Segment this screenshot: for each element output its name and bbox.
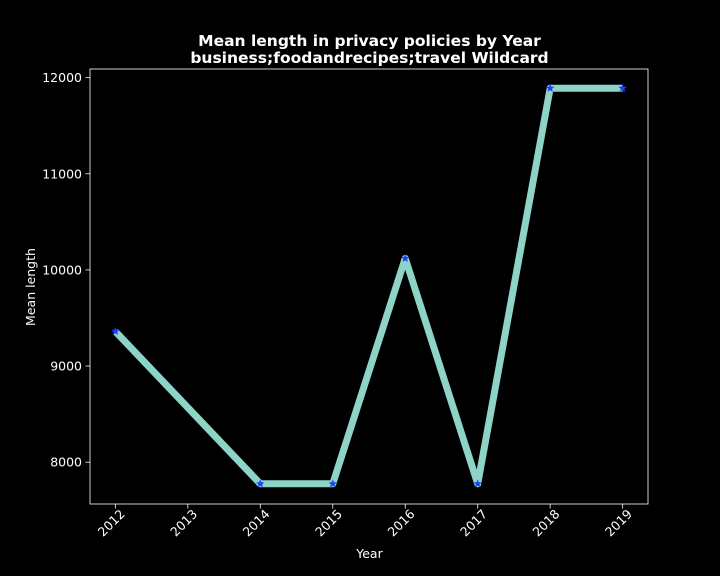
y-tick-label: 8000 [50, 455, 82, 470]
plot-frame [89, 68, 649, 505]
y-tick-label: 10000 [42, 262, 82, 277]
y-axis-label: Mean length [23, 248, 38, 326]
data-point-marker [618, 83, 627, 92]
data-point-marker [400, 253, 410, 263]
chart-title-line-1: Mean length in privacy policies by Year [198, 32, 541, 50]
x-axis-label: Year [355, 546, 383, 561]
y-tick-label: 12000 [42, 70, 82, 85]
data-point-marker [545, 83, 555, 92]
y-tick-label: 11000 [42, 166, 82, 181]
plot-area [111, 83, 627, 488]
data-point-marker [255, 479, 265, 488]
data-point-marker [111, 326, 120, 336]
chart-title-line-2: business;foodandrecipes;travel Wildcard [190, 49, 548, 67]
y-axis: 8000 9000 10000 11000 12000 [42, 70, 90, 470]
data-point-marker [328, 479, 338, 488]
data-point-marker [473, 479, 483, 488]
y-tick-label: 9000 [50, 359, 82, 374]
